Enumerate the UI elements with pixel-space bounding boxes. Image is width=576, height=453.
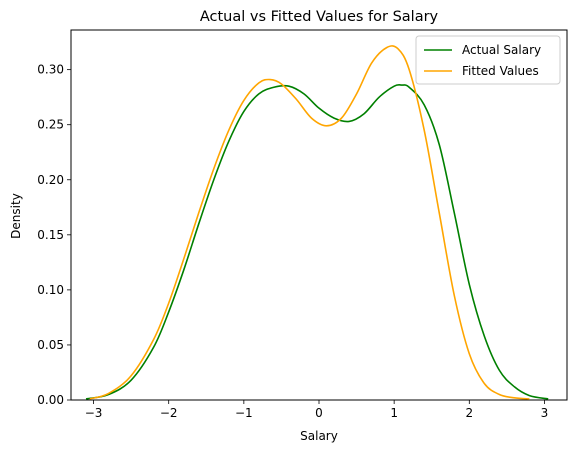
chart-title: Actual vs Fitted Values for Salary bbox=[200, 9, 439, 25]
legend: Actual Salary Fitted Values bbox=[415, 35, 561, 85]
y-tick-label: 0.15 bbox=[37, 228, 64, 242]
y-axis-label: Density bbox=[9, 193, 23, 239]
y-tick-label: 0.25 bbox=[37, 118, 64, 132]
plot-area-frame bbox=[70, 29, 568, 401]
y-tick-label: 0.30 bbox=[37, 63, 64, 77]
x-tick-label: 1 bbox=[390, 406, 398, 420]
y-tick-label: 0.05 bbox=[37, 338, 64, 352]
series-line-fitted-values bbox=[89, 45, 530, 400]
x-tick-label: 0 bbox=[315, 406, 323, 420]
legend-box bbox=[415, 35, 561, 85]
x-tick-label: −1 bbox=[235, 406, 253, 420]
y-tick-label: 0.00 bbox=[37, 393, 64, 407]
legend-label-fitted-values: Fitted Values bbox=[462, 64, 539, 78]
x-tick-label: −2 bbox=[160, 406, 178, 420]
y-tick-label: 0.20 bbox=[37, 173, 64, 187]
x-axis-label: Salary bbox=[300, 429, 338, 443]
x-tick-label: 2 bbox=[465, 406, 473, 420]
series-line-actual-salary bbox=[85, 83, 549, 400]
x-tick-label: 3 bbox=[541, 406, 549, 420]
legend-label-actual-salary: Actual Salary bbox=[462, 43, 541, 57]
y-tick-label: 0.10 bbox=[37, 283, 64, 297]
x-tick-label: −3 bbox=[85, 406, 103, 420]
